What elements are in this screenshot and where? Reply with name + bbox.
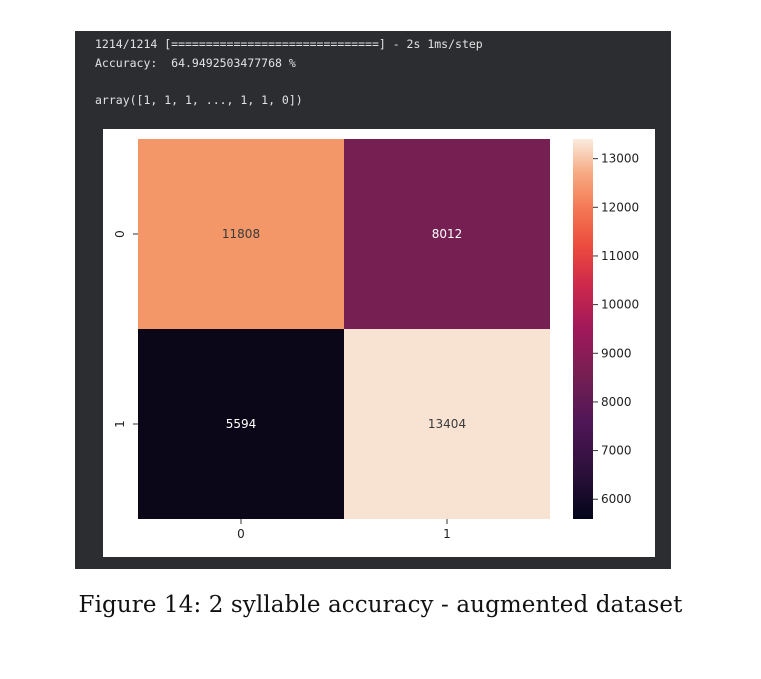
cell-value-label-0-1: 8012 xyxy=(432,227,463,241)
cell-value-label-0-0: 11808 xyxy=(222,227,260,241)
accuracy-line: Accuracy: 64.9492503477768 % xyxy=(95,56,296,70)
confusion-matrix-plot: 11808 8012 5594 13404 0 1 0 1 6000 7000 8000 9000… xyxy=(103,129,655,557)
progress-line: 1214/1214 [=============================… xyxy=(95,37,483,51)
colorbar xyxy=(573,139,593,519)
colorbar-tick-label-3: 9000 xyxy=(601,346,632,360)
colorbar-tick-label-0: 6000 xyxy=(601,492,632,506)
heatmap-cell-0-0 xyxy=(138,139,344,329)
heatmap-cell-0-1 xyxy=(344,139,550,329)
confusion-matrix-heatmap: 11808 8012 5594 13404 0 1 0 1 6000 7000 8000 9000… xyxy=(113,139,639,541)
colorbar-tick-label-2: 8000 xyxy=(601,395,632,409)
heatmap-cell-1-1 xyxy=(344,329,550,519)
array-output-line: array([1, 1, 1, ..., 1, 1, 0]) xyxy=(95,93,303,107)
x-tick-label-1: 1 xyxy=(443,527,451,541)
y-tick-label-1: 1 xyxy=(113,420,127,428)
colorbar-tick-label-7: 13000 xyxy=(601,152,639,166)
colorbar-tick-label-5: 11000 xyxy=(601,249,639,263)
colorbar-tick-label-6: 12000 xyxy=(601,200,639,214)
heatmap-cell-1-0 xyxy=(138,329,344,519)
cell-value-label-1-1: 13404 xyxy=(428,417,466,431)
figure-caption: Figure 14: 2 syllable accuracy - augment… xyxy=(78,592,683,618)
notebook-output-cell: 1214/1214 [=============================… xyxy=(75,31,671,569)
cell-value-label-1-0: 5594 xyxy=(226,417,257,431)
colorbar-tick-label-1: 7000 xyxy=(601,444,632,458)
colorbar-tick-label-4: 10000 xyxy=(601,298,639,312)
y-tick-label-0: 0 xyxy=(113,230,127,238)
x-tick-label-0: 0 xyxy=(237,527,245,541)
